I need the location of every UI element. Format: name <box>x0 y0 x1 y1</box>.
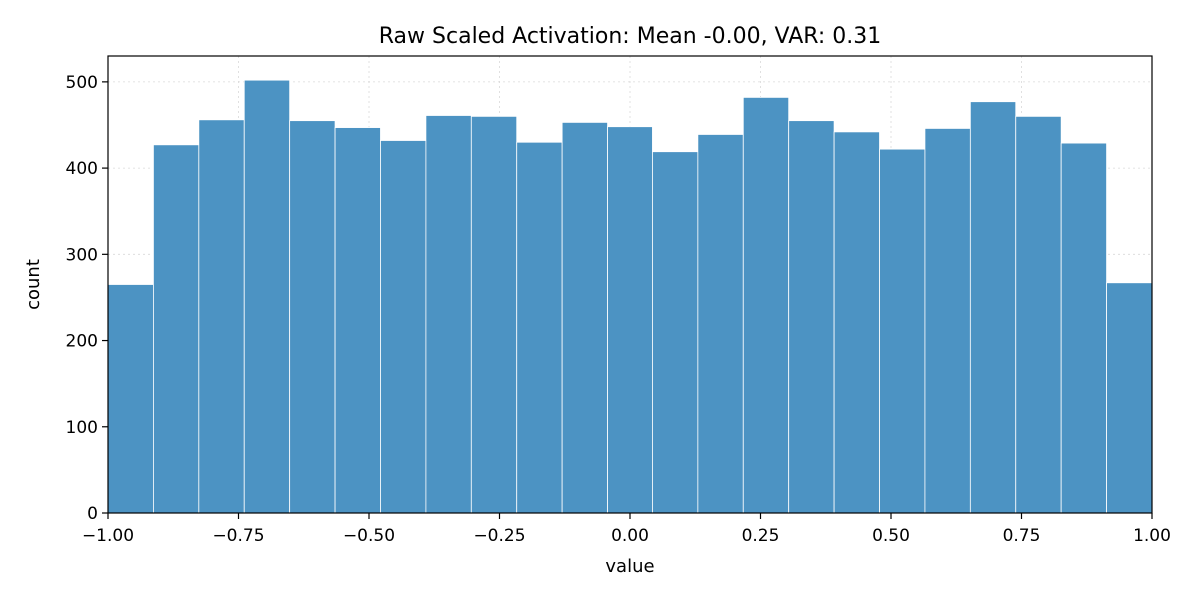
histogram-bar-12 <box>607 126 653 514</box>
histogram-bar-7 <box>380 140 427 514</box>
x-axis-label: value <box>605 556 654 577</box>
histogram-bar-11 <box>561 121 608 514</box>
histogram-bar-23 <box>1106 282 1153 514</box>
histogram-bar-17 <box>833 131 880 514</box>
x-tick-label: 0.00 <box>611 526 649 546</box>
histogram-bar-2 <box>153 144 200 514</box>
x-tick-label: −0.25 <box>473 526 525 546</box>
histogram-bar-1 <box>107 284 154 514</box>
y-axis-ticks: 0 100 200 300 400 500 <box>66 73 108 524</box>
histogram-bar-15 <box>742 96 790 514</box>
histogram-bar-6 <box>334 127 381 514</box>
x-tick-label: −1.00 <box>82 526 134 546</box>
y-tick-label: 400 <box>66 159 98 179</box>
x-tick-label: 0.75 <box>1003 526 1041 546</box>
y-tick-label: 0 <box>87 504 98 524</box>
y-tick-label: 200 <box>66 332 98 352</box>
histogram-bar-4 <box>243 79 291 514</box>
histogram-bar-16 <box>788 120 835 514</box>
histogram-bar-3 <box>198 119 245 514</box>
y-tick-label: 500 <box>66 73 98 93</box>
y-axis-label: count <box>23 259 44 310</box>
histogram-bar-19 <box>924 128 971 514</box>
y-tick-label: 100 <box>66 418 98 438</box>
x-tick-label: 0.25 <box>742 526 780 546</box>
histogram-bar-22 <box>1060 142 1107 514</box>
histogram-bar-21 <box>1015 115 1062 514</box>
histogram-bar-8 <box>425 115 472 514</box>
y-tick-label: 300 <box>66 245 98 265</box>
histogram-bars <box>107 79 1153 514</box>
histogram-bar-13 <box>652 151 699 514</box>
chart-title: Raw Scaled Activation: Mean -0.00, VAR: … <box>379 24 882 49</box>
x-tick-label: −0.50 <box>343 526 395 546</box>
x-tick-label: 0.50 <box>872 526 910 546</box>
x-axis-ticks: −1.00 −0.75 −0.50 −0.25 0.00 0.25 0.50 0.75 1.00 <box>82 513 1171 546</box>
histogram-bar-9 <box>470 115 518 514</box>
histogram-bar-18 <box>879 148 926 514</box>
histogram-bar-14 <box>697 134 744 514</box>
x-tick-label: 1.00 <box>1133 526 1171 546</box>
histogram-bar-20 <box>969 101 1017 514</box>
histogram-bar-10 <box>516 141 563 514</box>
x-tick-label: −0.75 <box>212 526 264 546</box>
histogram-bar-5 <box>289 120 336 514</box>
